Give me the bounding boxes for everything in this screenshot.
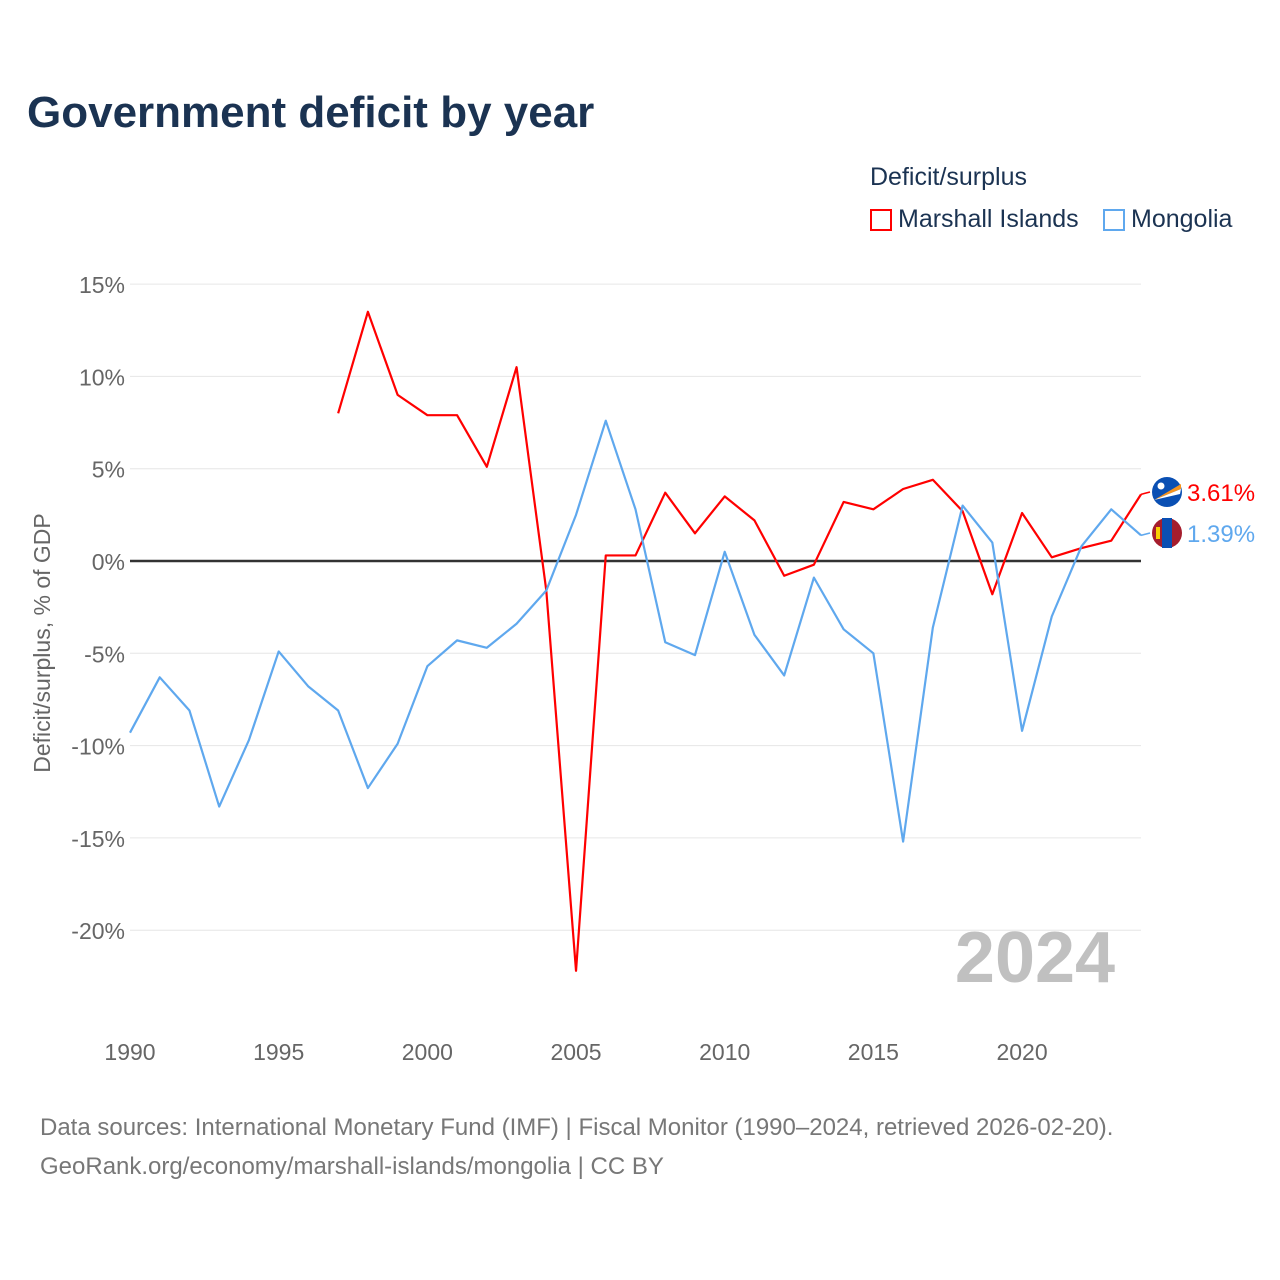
series-line-marshall-islands — [337, 310, 1142, 972]
series-line-mongolia — [129, 419, 1142, 843]
legend-swatch — [1103, 208, 1125, 231]
source-text: Data sources: International Monetary Fun… — [40, 1114, 1114, 1141]
end-value-label: 1.39% — [1187, 521, 1255, 548]
label-connector — [1140, 491, 1151, 496]
legend-swatch — [870, 208, 892, 231]
flag-stripe — [1162, 518, 1172, 548]
source-link[interactable]: GeoRank.org/economy/marshall-islands/mon… — [40, 1153, 664, 1180]
y-tick-label: -10% — [71, 734, 125, 760]
x-tick-label: 1995 — [253, 1039, 304, 1065]
legend-item-marshall-islands[interactable]: Marshall Islands — [870, 205, 1079, 234]
y-tick-label: 15% — [79, 272, 125, 298]
x-tick-label: 2015 — [848, 1039, 899, 1065]
y-tick-label: 0% — [92, 549, 125, 575]
legend-item-mongolia[interactable]: Mongolia — [1103, 205, 1232, 234]
flag-star — [1157, 482, 1165, 490]
x-tick-label: 2020 — [996, 1039, 1047, 1065]
label-connector — [1140, 532, 1151, 537]
y-tick-label: -20% — [71, 918, 125, 944]
y-tick-label: 10% — [79, 364, 125, 390]
legend-label: Mongolia — [1131, 205, 1233, 233]
flag-stripe — [1154, 489, 1181, 500]
footer: Data sources: International Monetary Fun… — [40, 1108, 1113, 1186]
legend-title: Deficit/surplus — [870, 163, 1027, 191]
x-tick-label: 2005 — [550, 1039, 601, 1065]
y-tick-label: -5% — [84, 641, 125, 667]
x-tick-label: 2000 — [402, 1039, 453, 1065]
x-tick-label: 2010 — [699, 1039, 750, 1065]
chart-title: Government deficit by year — [27, 88, 595, 137]
x-tick-label: 1990 — [104, 1039, 155, 1065]
legend-label: Marshall Islands — [898, 205, 1079, 233]
flag-stripe — [1154, 484, 1181, 500]
y-axis-label: Deficit/surplus, % of GDP — [29, 513, 55, 772]
year-watermark: 2024 — [955, 918, 1115, 998]
flag-soyombo — [1156, 527, 1160, 539]
y-tick-label: 5% — [92, 457, 125, 483]
end-value-label: 3.61% — [1187, 480, 1255, 507]
y-tick-label: -15% — [71, 826, 125, 852]
